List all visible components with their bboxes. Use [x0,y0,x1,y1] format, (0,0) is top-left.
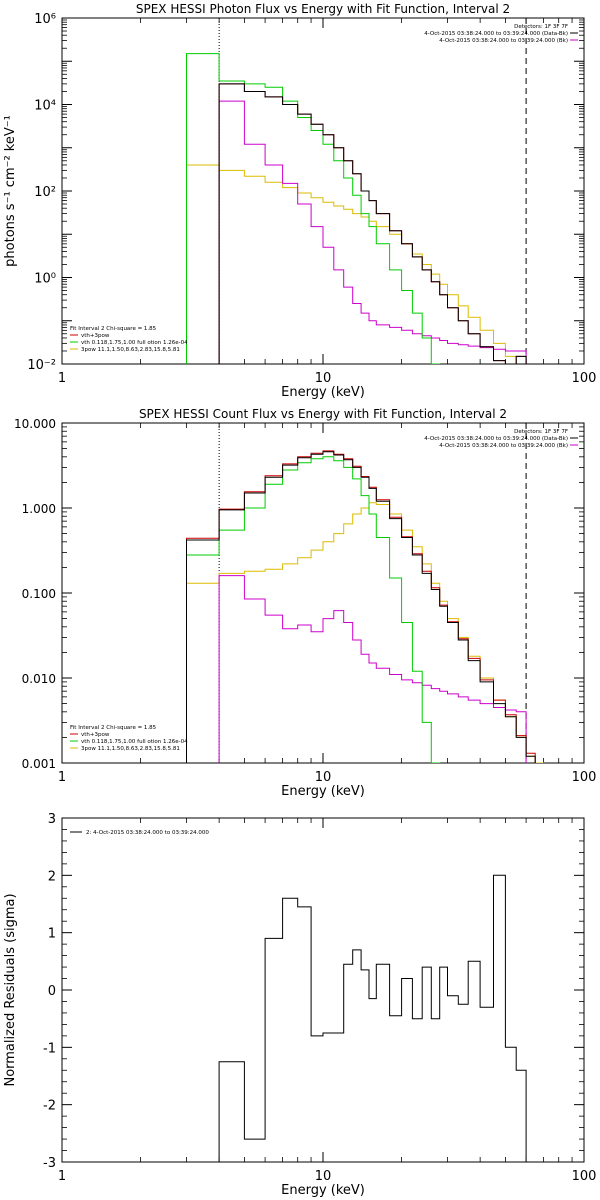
series-red-line [186,450,536,763]
series-black-line [218,874,527,1162]
x-axis-label: Energy (keV) [281,784,365,799]
y-axis-label: photons s⁻¹ cm⁻² keV⁻¹ [3,115,18,267]
series-green-line [186,53,441,364]
x-tick-label: 100 [572,770,597,785]
y-tick-label: -2 [43,1099,56,1114]
y-tick-label: 10² [34,185,56,200]
x-axis-label: Energy (keV) [281,1183,365,1198]
legend-entry: 3pow 11.1,1.50,8.63,2.83,15.8,5.81 [81,347,180,353]
y-tick-label: 0.010 [22,672,56,686]
series-black-line [218,83,527,364]
legend-entry: vth 0.118,1.75,1.00 full otion 1.26e-04 [81,340,188,346]
series-group [186,53,527,364]
legend-entry: 4-Oct-2015 03:38:24.000 to 03:39:24.000 … [439,38,568,44]
legend-entry: Fit Interval 2 Chi-square = 1.85 [70,326,157,332]
y-tick-label: 10.000 [14,417,56,431]
y-tick-label: 0.100 [22,587,56,601]
legend-entry: 4-Oct-2015 03:38:24.000 to 03:39:24.000 … [424,31,568,37]
legend-entry: vth+3pow [81,333,110,339]
y-tick-label: 2 [48,869,56,884]
legend-entry: vth 0.118,1.75,1.00 full otion 1.26e-04 [81,739,188,745]
y-tick-label: 10⁴ [34,99,56,114]
legend-entry: Detectors: 1F 3F 7F [514,429,568,435]
y-tick-label: 10⁶ [34,12,56,27]
chart-title: SPEX HESSI Count Flux vs Energy with Fit… [139,407,507,421]
legend-entry: 4-Oct-2015 03:38:24.000 to 03:39:24.000 … [439,443,568,449]
chart-panel-3: 1 10 100 Energy (keV) -3 -2 -1 0 1 2 3 Normalized R… [3,812,596,1198]
series-group [186,450,545,763]
series-magenta-line [218,100,527,364]
x-tick-label: 100 [572,371,597,386]
chart-panel-2: SPEX HESSI Count Flux vs Energy with Fit… [14,407,596,799]
legend-entry: 4-Oct-2015 03:38:24.000 to 03:39:24.000 … [424,436,568,442]
y-tick-label: 1.000 [22,502,56,516]
x-tick-label: 10 [315,770,332,785]
y-tick-label: 0 [48,984,56,999]
legend-entry: Fit Interval 2 Chi-square = 1.85 [70,725,157,731]
series-yellow-line [186,502,545,763]
legend-entry: 3pow 11.1,1.50,8.63,2.83,15.8,5.81 [81,746,180,752]
y-tick-label: 10⁰ [34,272,56,287]
y-tick-label: -3 [43,1156,56,1171]
x-tick-label: 100 [572,1169,597,1184]
x-axis-label: Energy (keV) [281,385,365,400]
y-tick-label: 3 [48,812,56,827]
series-group [218,874,527,1162]
y-tick-label: -1 [43,1041,56,1056]
series-black-line [186,451,536,763]
plot-frame [61,17,585,365]
series-green-line [186,456,441,763]
series-magenta-line [218,575,527,763]
legend-entry: 2: 4-Oct-2015 03:38:24.000 to 03:39:24.0… [86,830,209,836]
y-tick-label: 0.001 [22,757,56,771]
legend-entry: vth+3pow [81,732,110,738]
x-tick-label: 1 [58,1169,66,1184]
x-tick-label: 1 [58,770,66,785]
y-tick-label: 10⁻² [27,358,56,373]
legend-entry: Detectors: 1F 3F 7F [514,24,568,30]
chart-title: SPEX HESSI Photon Flux vs Energy with Fi… [136,2,510,16]
x-tick-label: 10 [315,1169,332,1184]
x-tick-label: 1 [58,371,66,386]
series-red-line [218,83,527,364]
y-tick-label: 1 [48,927,56,942]
x-tick-label: 10 [315,371,332,386]
chart-panel-1: SPEX HESSI Photon Flux vs Energy with Fi… [3,2,596,400]
y-axis-label: Normalized Residuals (sigma) [3,893,18,1086]
